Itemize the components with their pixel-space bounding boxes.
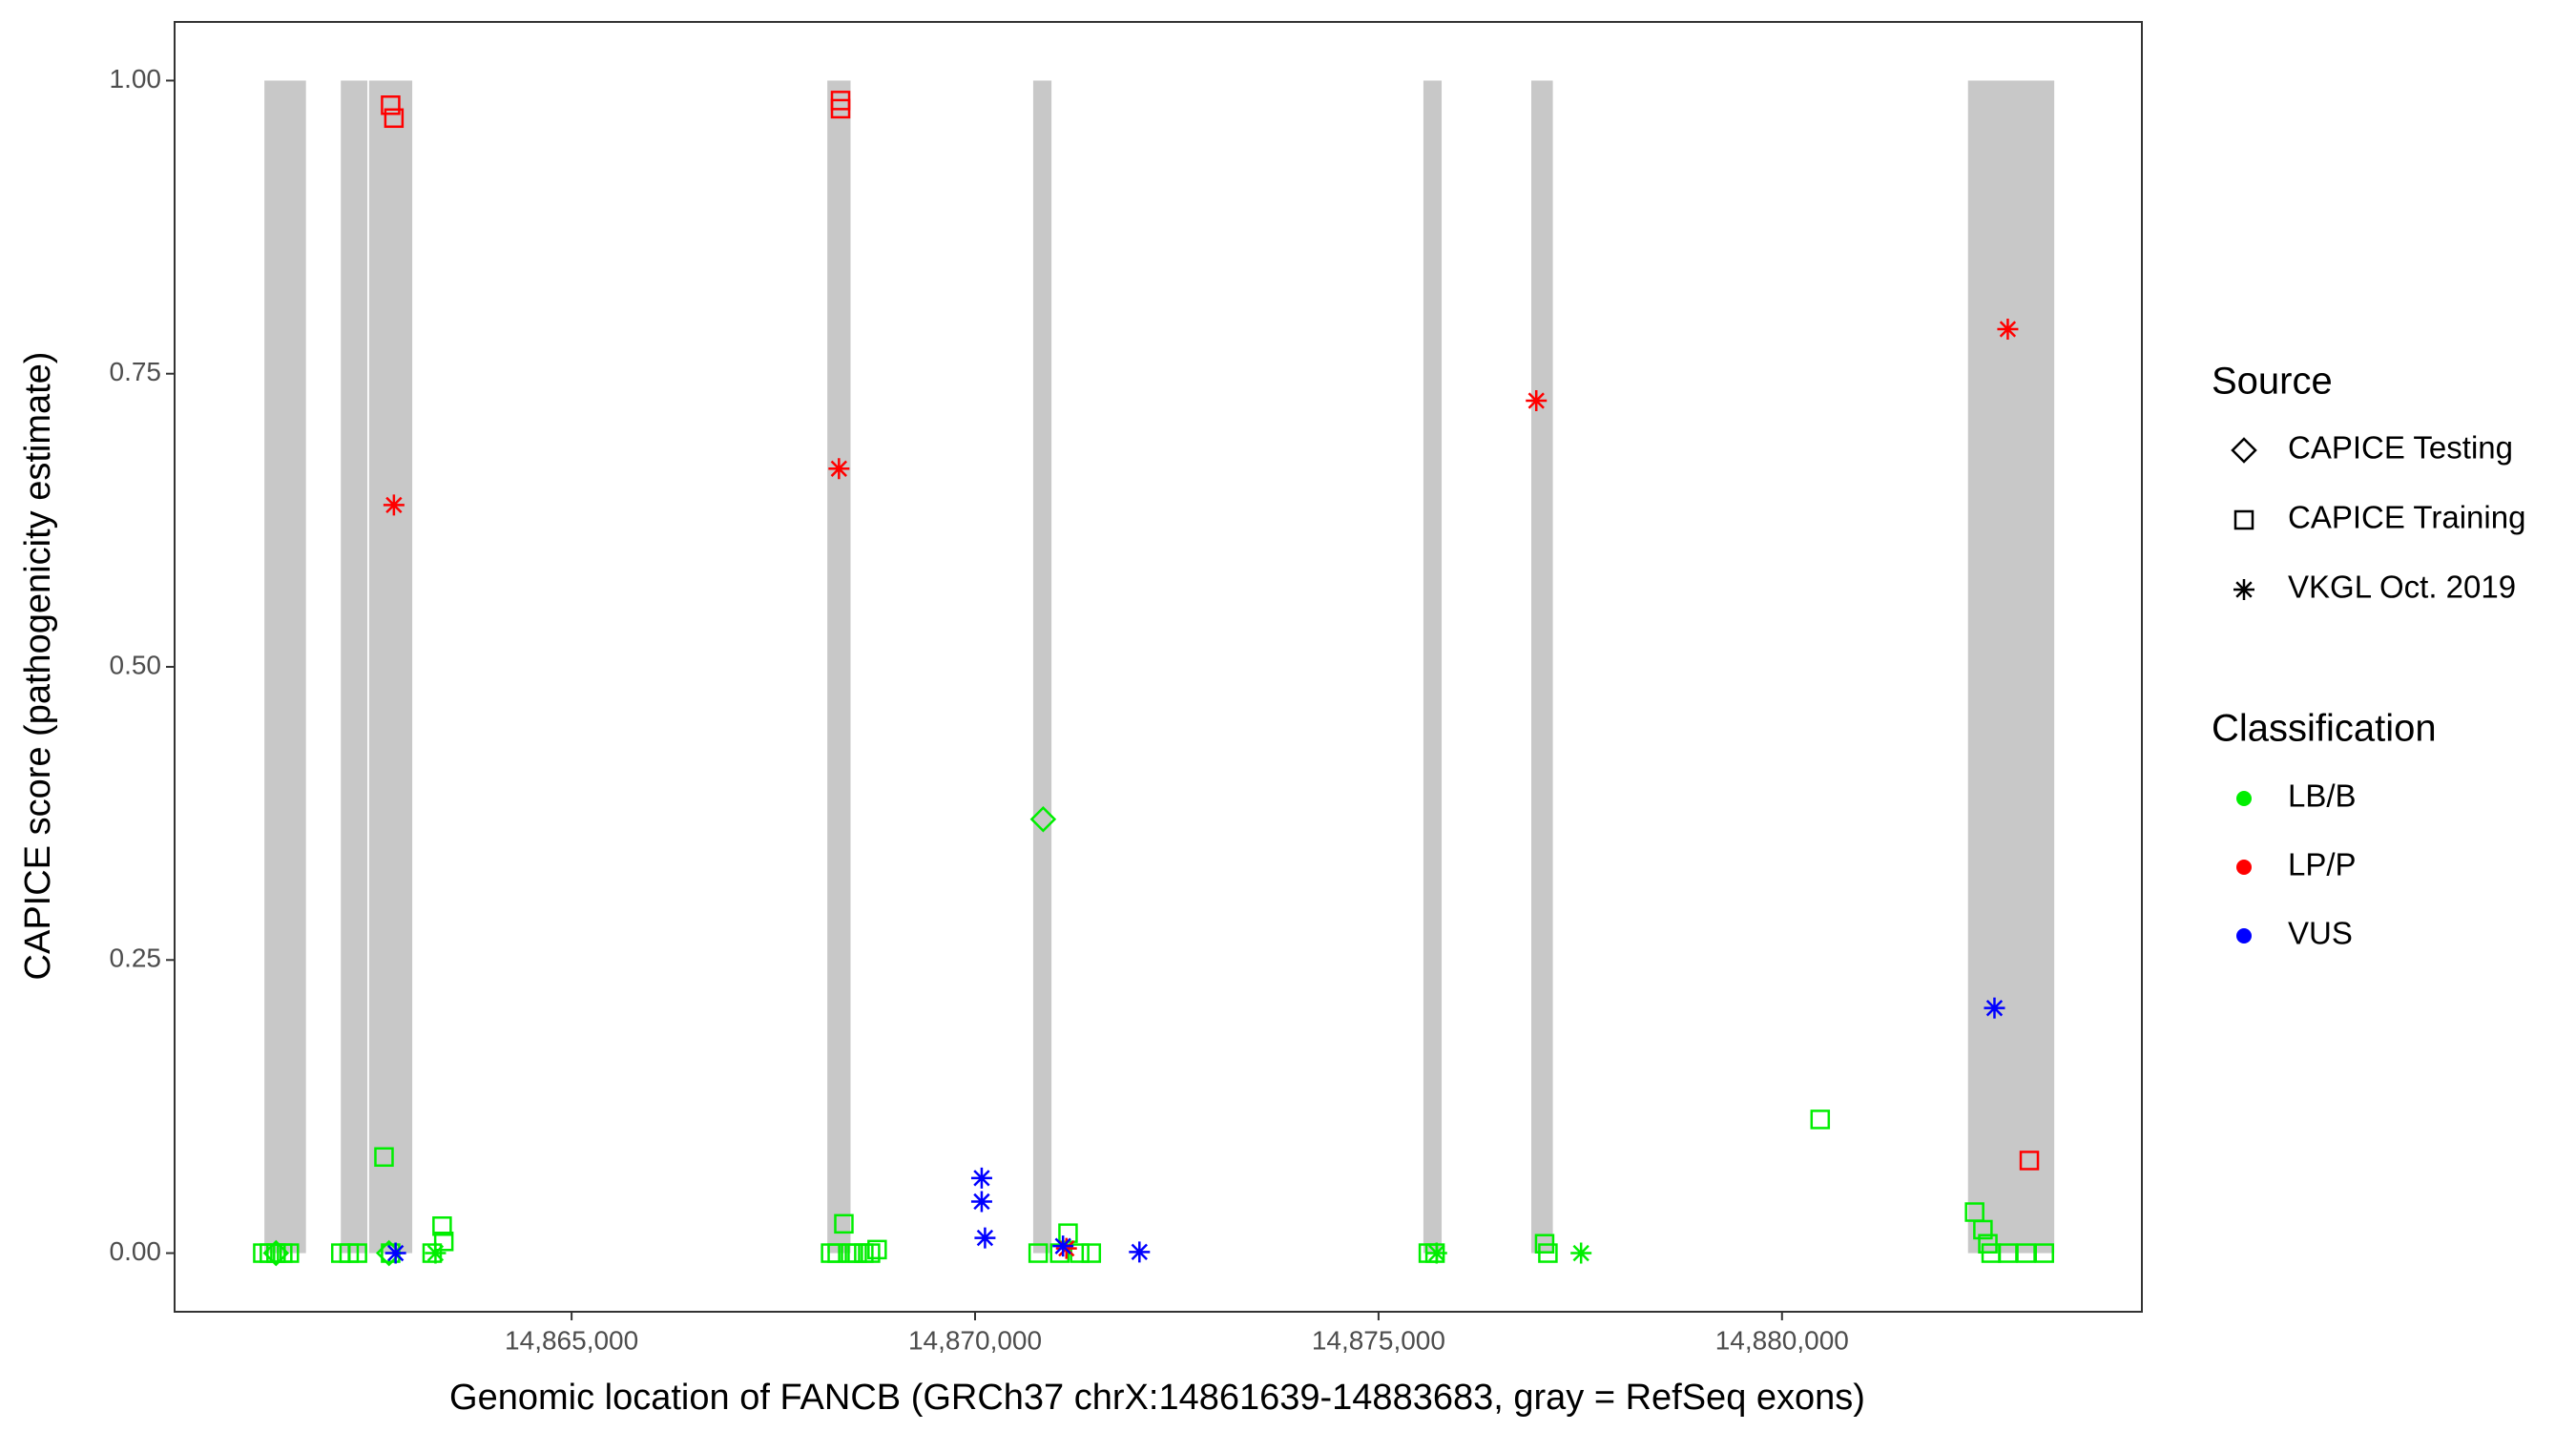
point: [1028, 1243, 1049, 1263]
point: [432, 1216, 452, 1236]
point: [834, 1213, 854, 1234]
x-tick-label: 14,880,000: [1715, 1325, 1849, 1355]
exon: [1531, 80, 1553, 1254]
point: [1570, 1242, 1592, 1264]
exon: [1967, 80, 2055, 1254]
y-axis-title: CAPICE score (pathogenicity estimate): [18, 352, 58, 981]
point: [2019, 1151, 2040, 1171]
legend-title: Source: [2212, 361, 2333, 403]
y-tick-label: 0.00: [110, 1236, 162, 1266]
point: [828, 458, 850, 480]
point: [1029, 806, 1057, 833]
legend-label: LB/B: [2288, 778, 2357, 814]
y-tick-label: 0.50: [110, 650, 162, 679]
legend-label: LP/P: [2288, 847, 2357, 882]
legend-symbol: [2231, 437, 2257, 464]
point: [374, 1147, 394, 1168]
point: [381, 95, 401, 115]
point: [1538, 1243, 1558, 1263]
legend-label: VKGL Oct. 2019: [2288, 570, 2516, 605]
point: [970, 1191, 992, 1213]
point: [384, 108, 405, 129]
point: [974, 1227, 996, 1249]
point: [861, 1243, 881, 1263]
point: [262, 1239, 290, 1267]
legend-symbol: [2236, 791, 2252, 806]
point: [830, 98, 851, 119]
point: [1049, 1243, 1070, 1263]
exon: [1032, 80, 1052, 1254]
x-tick-label: 14,875,000: [1312, 1325, 1445, 1355]
exon: [264, 80, 306, 1254]
panel: [175, 22, 2142, 1312]
exon: [1423, 80, 1443, 1254]
point: [384, 1242, 406, 1264]
y-tick-label: 0.25: [110, 944, 162, 973]
point: [280, 1243, 300, 1263]
x-tick-label: 14,870,000: [908, 1325, 1042, 1355]
exon: [341, 80, 368, 1254]
point: [1425, 1242, 1447, 1264]
y-tick-label: 0.75: [110, 357, 162, 386]
point: [433, 1232, 454, 1252]
point: [1984, 997, 2005, 1019]
point: [1129, 1241, 1151, 1263]
point: [347, 1243, 367, 1263]
point: [827, 1243, 847, 1263]
point: [425, 1242, 447, 1264]
exon: [827, 80, 851, 1254]
legend-label: VUS: [2288, 916, 2353, 951]
exon: [368, 80, 413, 1254]
x-tick-label: 14,865,000: [505, 1325, 638, 1355]
legend-symbol: [2233, 509, 2254, 530]
point: [867, 1239, 887, 1260]
point: [1081, 1243, 1102, 1263]
legend-symbol: [2233, 579, 2254, 600]
legend-label: CAPICE Training: [2288, 500, 2525, 535]
point: [1810, 1110, 1831, 1130]
point: [1997, 319, 2019, 341]
point: [970, 1167, 992, 1189]
y-tick-label: 1.00: [110, 64, 162, 93]
legend-label: CAPICE Testing: [2288, 430, 2513, 466]
point: [1973, 1219, 1993, 1240]
point: [1052, 1235, 1074, 1257]
point: [2034, 1243, 2054, 1263]
legend-title: Classification: [2212, 708, 2437, 750]
x-axis-title: Genomic location of FANCB (GRCh37 chrX:1…: [449, 1378, 1865, 1418]
legend-symbol: [2236, 928, 2252, 944]
legend-symbol: [2236, 860, 2252, 875]
point: [383, 494, 405, 516]
point: [1526, 389, 1548, 411]
